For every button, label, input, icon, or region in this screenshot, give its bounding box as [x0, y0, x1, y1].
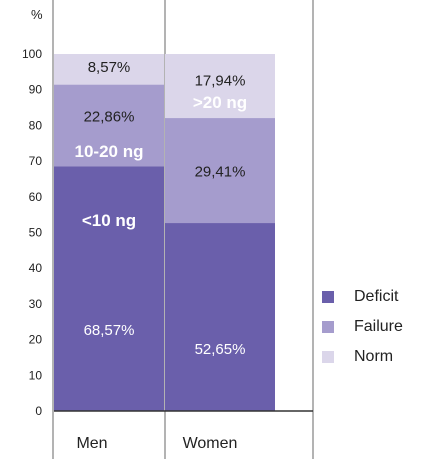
legend-item-failure: Failure	[322, 312, 403, 342]
bar-segment-norm-men	[54, 54, 164, 85]
bar-segment-deficit-men	[54, 166, 164, 411]
legend-label: Failure	[354, 318, 403, 335]
y-tick-label: 60	[29, 190, 43, 204]
x-category-label: Men	[76, 435, 107, 452]
legend-label: Norm	[354, 348, 394, 365]
y-tick-label: 50	[29, 226, 43, 240]
legend-label: Deficit	[354, 288, 399, 305]
bar-segment-deficit-women	[165, 223, 275, 411]
x-category-label: Women	[183, 435, 238, 452]
legend-item-norm: Norm	[322, 342, 403, 372]
y-axis-unit-label: %	[31, 7, 43, 22]
data-label: 22,86%	[84, 109, 135, 126]
legend-swatch	[322, 351, 334, 363]
data-label: 17,94%	[195, 73, 246, 90]
range-annotation: 10-20 ng	[75, 142, 144, 161]
y-tick-label: 30	[29, 297, 43, 311]
legend-swatch	[322, 321, 334, 333]
legend: Deficit Failure Norm	[322, 282, 403, 372]
data-label: 52,65%	[195, 341, 246, 358]
y-tick-label: 100	[22, 47, 42, 61]
legend-item-deficit: Deficit	[322, 282, 403, 312]
y-tick-label: 80	[29, 118, 43, 132]
data-label: 68,57%	[84, 322, 135, 339]
y-tick-label: 10	[29, 368, 43, 382]
data-label: 29,41%	[195, 164, 246, 181]
bar-segment-failure-women	[165, 118, 275, 224]
y-tick-label: 90	[29, 83, 43, 97]
y-tick-label: 20	[29, 333, 43, 347]
bar-segment-norm-women	[165, 54, 275, 119]
y-tick-label: 40	[29, 261, 43, 275]
range-annotation: <10 ng	[82, 211, 136, 230]
y-tick-label: 0	[35, 404, 42, 418]
y-tick-label: 70	[29, 154, 43, 168]
legend-swatch	[322, 291, 334, 303]
range-annotation: >20 ng	[193, 93, 247, 112]
data-label: 8,57%	[88, 59, 131, 76]
bar-segment-failure-men	[54, 84, 164, 167]
